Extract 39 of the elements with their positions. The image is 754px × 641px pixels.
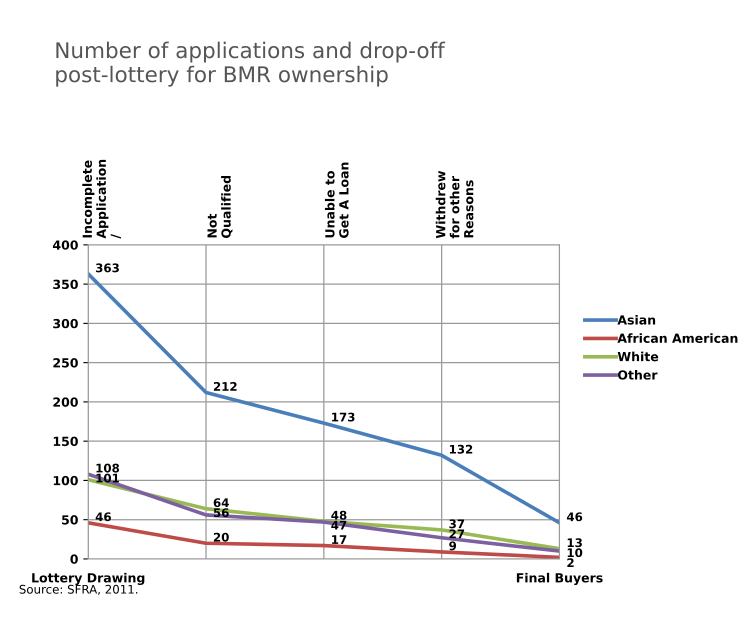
data-label: 46 (566, 512, 582, 522)
data-label: 17 (332, 535, 346, 544)
legend-label: Other (618, 370, 658, 380)
data-label: 212 (214, 382, 237, 391)
y-tick-label: 0 (70, 554, 78, 564)
y-tick-label: 50 (62, 515, 78, 525)
text: Not Qualified (208, 176, 232, 238)
source-note: Source: SFRA, 2011. (20, 584, 138, 595)
data-label: 48 (331, 510, 346, 520)
data-label: 2 (567, 558, 574, 567)
data-label: 27 (450, 529, 464, 538)
data-label: 101 (96, 474, 119, 483)
data-label: 64 (214, 498, 229, 508)
data-label: 108 (96, 464, 120, 473)
data-label: 9 (449, 541, 456, 550)
data-label: 46 (96, 512, 111, 522)
data-label: 13 (568, 538, 582, 548)
data-label: 37 (449, 519, 464, 528)
data-label: 20 (214, 532, 229, 542)
y-tick-label: 400 (52, 240, 78, 250)
y-tick-label: 250 (53, 358, 78, 368)
x-tick-label: Lottery Drawing (32, 572, 144, 586)
y-tick-label: 300 (53, 318, 78, 328)
data-label: 132 (450, 444, 472, 454)
text: Incomplete Application / (82, 160, 121, 239)
data-label: 363 (96, 263, 119, 272)
legend-label: White (618, 352, 658, 362)
legend-label: African American (617, 333, 738, 343)
y-tick-label: 200 (53, 397, 78, 407)
text: Withdrew for other Reasons (436, 170, 474, 238)
y-tick-label: 100 (54, 476, 78, 486)
text: Unable to Get A Loan (324, 162, 349, 238)
data-label: 173 (332, 412, 354, 422)
legend-label: Asian (617, 314, 656, 325)
data-label: 10 (568, 548, 582, 558)
y-tick-label: 350 (53, 280, 78, 290)
y-tick-label: 150 (54, 436, 78, 446)
chart-title: Number of applications and drop-off post-lottery for BMR ownership (56, 42, 446, 87)
x-tick-label: Final Buyers (516, 572, 603, 586)
